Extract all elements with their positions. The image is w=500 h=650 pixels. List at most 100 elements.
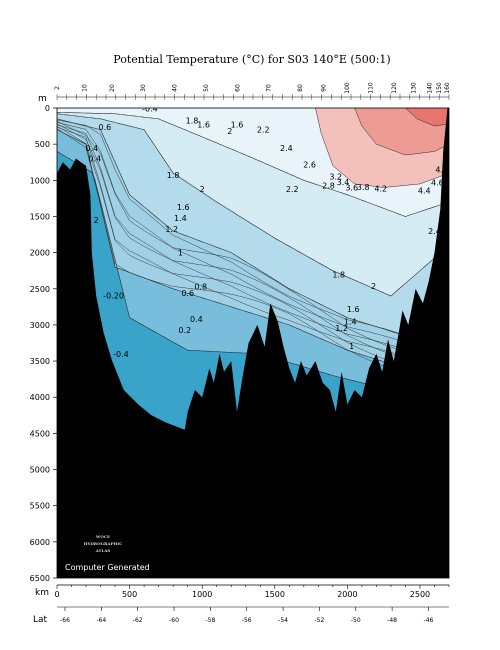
y-tick-label: 1500	[30, 212, 50, 221]
station-label: 140	[426, 82, 433, 94]
station-label: 30	[140, 84, 147, 92]
contour-label: 1	[178, 249, 183, 258]
station-label: 50	[203, 84, 210, 92]
contour-label: 0.6	[99, 123, 112, 132]
isotherm-line	[57, 113, 449, 297]
isotherm-line	[57, 119, 449, 336]
station-label: 130	[411, 82, 418, 94]
contour-label: -0.4	[113, 350, 129, 359]
temperature-band	[57, 112, 449, 296]
contour-label: 4.8	[435, 166, 448, 175]
lat-tick-label: -58	[205, 617, 215, 624]
contour-label: 0.2	[178, 326, 191, 335]
station-label: 150	[436, 82, 443, 94]
y-tick-label: 3000	[30, 321, 50, 330]
contour-label: 1.6	[177, 203, 190, 212]
contour-label: 2.4	[428, 227, 441, 236]
contour-label: -0.20	[103, 291, 124, 300]
contour-label: 1	[349, 342, 354, 351]
y-axis-unit-label: m	[38, 94, 47, 104]
contour-label: 0.8	[194, 283, 207, 292]
chart-title: Potential Temperature (°C) for S03 140°E…	[113, 53, 390, 66]
contour-label: 1.4	[174, 214, 187, 223]
warm-water-band	[405, 108, 449, 127]
contour-label: -0.4	[142, 105, 158, 114]
contour-label: 2	[200, 185, 205, 194]
y-tick-label: 2000	[30, 249, 50, 258]
isotherm-line	[354, 108, 449, 156]
y-tick-label: 6500	[30, 574, 50, 583]
seafloor-bathymetry	[57, 108, 449, 578]
contour-label: 2.8	[322, 181, 335, 190]
station-label: 2	[54, 86, 61, 90]
isotherm-line	[57, 118, 449, 337]
y-tick-label: 5500	[30, 502, 50, 511]
isotherm-line	[57, 125, 449, 367]
x-tick-label: 2000	[337, 590, 357, 599]
station-number-row: 2 10 20 30 40 50 60 70 80 90 100 110 120 130 140 150 160	[54, 82, 451, 100]
isotherm-line	[57, 121, 449, 352]
lat-tick-label: -48	[387, 617, 397, 624]
svg-text:HYDROGRAPHIC: HYDROGRAPHIC	[84, 541, 123, 546]
lat-tick-label: -52	[315, 617, 325, 624]
latitude-axis-ticks: -66 -64 -62 -60 -58 -56 -54 -52 -50 -48 -46	[57, 606, 449, 624]
lat-tick-label: -62	[133, 617, 143, 624]
lat-tick-label: -64	[96, 617, 106, 624]
contour-label: 3.8	[357, 183, 370, 192]
temperature-band	[57, 129, 449, 390]
x-tick-label: 1500	[265, 590, 285, 599]
lat-tick-label: -60	[169, 617, 179, 624]
y-axis-ticks: 0 500 1000 1500 2000 2500 3000 3500 4000 4500 5000…	[30, 104, 57, 583]
y-tick-label: 6000	[30, 538, 50, 547]
contour-label: 4.2	[374, 184, 387, 193]
y-tick-label: 4000	[30, 393, 50, 402]
lat-tick-label: -46	[424, 617, 434, 624]
contour-label: 1.8	[186, 116, 199, 125]
x-tick-label: 1000	[192, 590, 212, 599]
contour-label: 3.4	[337, 178, 350, 187]
contour-label: 1.2	[335, 324, 348, 333]
isotherm-line	[57, 122, 449, 343]
contour-label: 2.4	[280, 144, 293, 153]
y-tick-label: 4500	[30, 429, 50, 438]
latitude-axis-label: Lat	[33, 615, 48, 625]
station-label: 100	[344, 82, 351, 94]
contour-label: 0.4	[190, 315, 203, 324]
contour-label: 3.2	[329, 173, 342, 182]
station-label: 90	[321, 84, 328, 92]
y-tick-label: 3500	[30, 357, 50, 366]
x-axis-ticks: 0 500 1000 1500 2000 2500	[54, 584, 450, 599]
contour-label: 1.8	[332, 270, 345, 279]
lat-tick-label: -50	[351, 617, 361, 624]
station-label: 70	[266, 84, 273, 92]
station-label: 10	[81, 84, 88, 92]
contour-label: 0.6	[181, 289, 194, 298]
x-axis-unit-label: km	[35, 588, 49, 598]
station-label: 120	[391, 82, 398, 94]
station-label: 20	[109, 84, 116, 92]
contour-label: 2.6	[303, 160, 316, 169]
isotherm-line	[57, 129, 449, 369]
contour-label: 2	[94, 216, 99, 225]
plot-area: -0.41.81.6 1.62 2.20.60.40.41.822.42.62.2 2…	[56, 105, 450, 579]
isotherm-line	[57, 124, 449, 350]
y-tick-label: 0	[45, 104, 50, 113]
seafloor-shape	[57, 108, 449, 578]
lat-tick-label: -54	[278, 617, 288, 624]
lat-tick-label: -66	[60, 617, 70, 624]
y-tick-label: 2500	[30, 285, 50, 294]
contour-label: 2.2	[286, 185, 299, 194]
contour-label: 2	[227, 127, 232, 136]
contour-label: 0.4	[88, 155, 101, 164]
y-tick-label: 1000	[30, 176, 50, 185]
contour-label: 2	[371, 282, 376, 291]
isotherm-line	[405, 108, 449, 127]
contour-label: 1.8	[167, 171, 180, 180]
x-tick-label: 2500	[410, 590, 430, 599]
station-label: 60	[234, 84, 241, 92]
svg-text:ATLAS: ATLAS	[95, 548, 111, 553]
contour-label: 4.4	[418, 186, 431, 195]
station-label: 160	[444, 82, 451, 94]
woce-atlas-logo: WOCE HYDROGRAPHIC ATLAS	[84, 534, 123, 553]
